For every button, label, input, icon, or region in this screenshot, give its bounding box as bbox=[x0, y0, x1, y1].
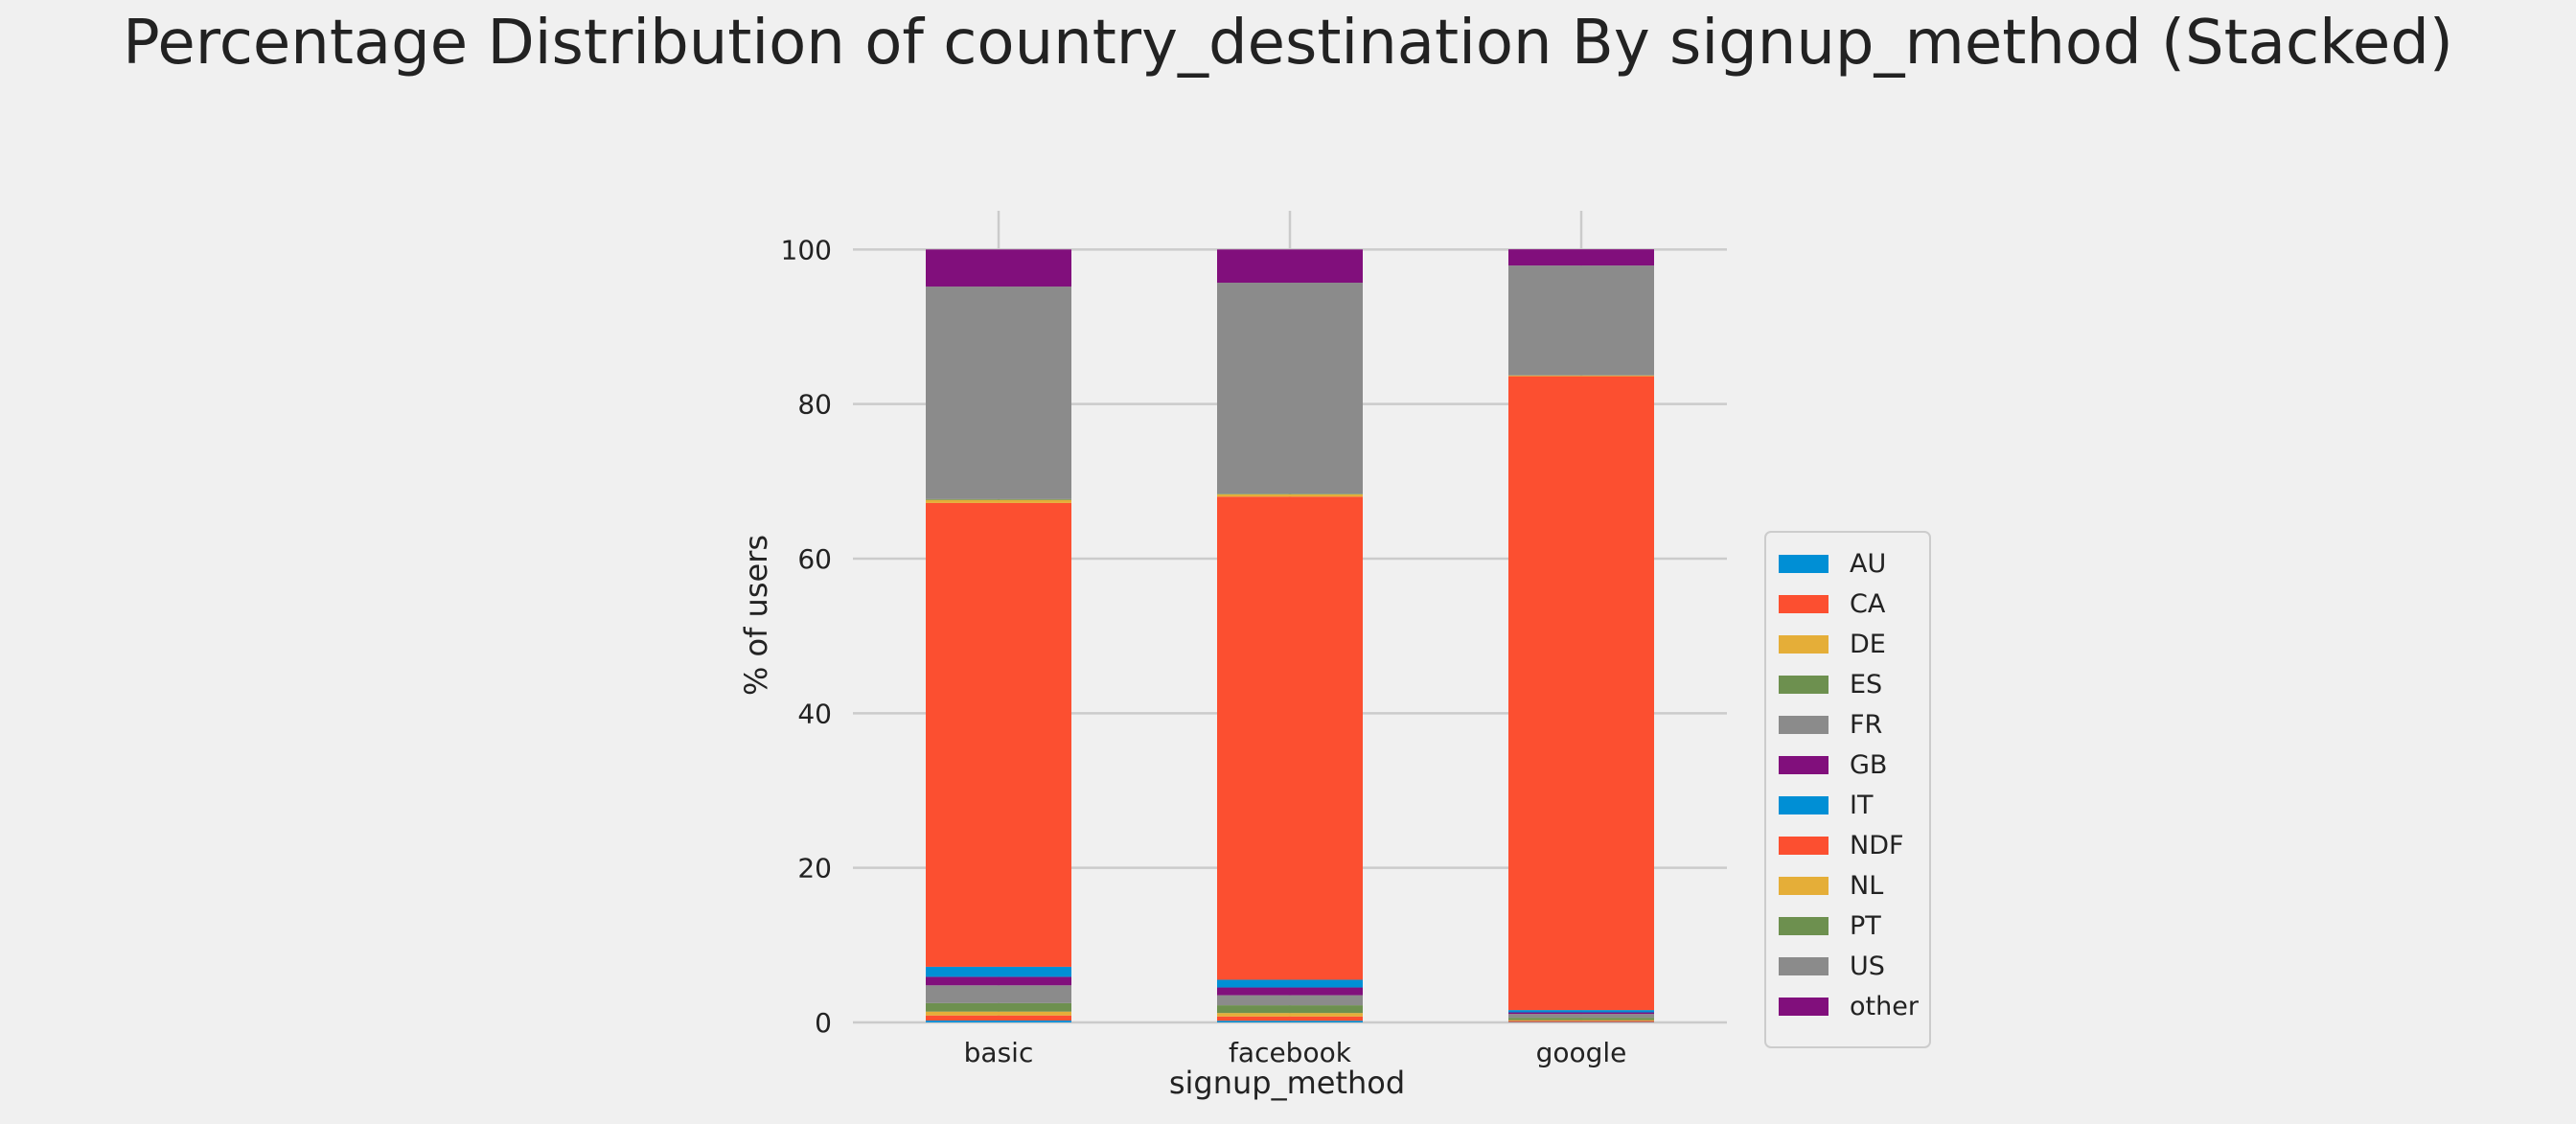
bar-segment-facebook-PT bbox=[1217, 493, 1363, 494]
legend-label: DE bbox=[1850, 630, 1886, 659]
bar-segment-basic-DE bbox=[926, 1012, 1071, 1016]
bar-segment-basic-IT bbox=[926, 967, 1071, 976]
bar-segment-google-NDF bbox=[1508, 377, 1654, 1010]
y-tick-label: 80 bbox=[797, 389, 832, 421]
legend-swatch-FR bbox=[1779, 716, 1828, 734]
x-tick-label: google bbox=[1536, 1037, 1627, 1068]
y-tick-label: 0 bbox=[815, 1007, 832, 1039]
legend-swatch-PT bbox=[1779, 917, 1828, 935]
legend-label: FR bbox=[1850, 710, 1882, 740]
legend-swatch-IT bbox=[1779, 796, 1828, 814]
bar-segment-facebook-FR bbox=[1217, 996, 1363, 1005]
bar-segment-facebook-DE bbox=[1217, 1013, 1363, 1017]
legend-swatch-ES bbox=[1779, 676, 1828, 694]
bar-segment-basic-ES bbox=[926, 1003, 1071, 1012]
bar-segment-basic-AU bbox=[926, 1021, 1071, 1022]
y-tick-label: 60 bbox=[797, 543, 832, 575]
legend-label: NDF bbox=[1850, 831, 1904, 860]
legend: AU CA DE ES FR GB IT NDF NL PT US other bbox=[1765, 532, 1930, 1047]
legend-label: ES bbox=[1850, 670, 1882, 700]
legend-label: US bbox=[1850, 952, 1885, 981]
bar-segment-facebook-NL bbox=[1217, 494, 1363, 496]
bar-segment-facebook-other bbox=[1217, 249, 1363, 283]
bar-segment-basic-FR bbox=[926, 985, 1071, 1003]
bar-segment-facebook-IT bbox=[1217, 979, 1363, 987]
legend-swatch-GB bbox=[1779, 756, 1828, 774]
legend-label: GB bbox=[1850, 750, 1887, 780]
bar-segment-basic-PT bbox=[926, 499, 1071, 500]
bar-segment-basic-US bbox=[926, 287, 1071, 499]
bar-segment-facebook-US bbox=[1217, 283, 1363, 493]
bar-segment-google-other bbox=[1508, 249, 1654, 265]
legend-label: other bbox=[1850, 992, 1920, 1021]
chart-title: Percentage Distribution of country_desti… bbox=[123, 8, 2453, 79]
bar-segment-facebook-ES bbox=[1217, 1005, 1363, 1013]
bar-segment-basic-GB bbox=[926, 976, 1071, 985]
legend-swatch-DE bbox=[1779, 635, 1828, 654]
y-tick-label: 20 bbox=[797, 853, 832, 884]
bar-segment-google-GB bbox=[1508, 1013, 1654, 1015]
bar-segment-basic-NDF bbox=[926, 503, 1071, 967]
y-axis-label: % of users bbox=[738, 535, 774, 696]
bar-segment-facebook-GB bbox=[1217, 988, 1363, 996]
legend-label: IT bbox=[1850, 791, 1874, 820]
bar-segment-basic-NL bbox=[926, 500, 1071, 503]
legend-swatch-US bbox=[1779, 957, 1828, 975]
bar-segment-facebook-NDF bbox=[1217, 496, 1363, 979]
legend-label: NL bbox=[1850, 871, 1883, 901]
bar-layer bbox=[926, 249, 1654, 1022]
legend-swatch-CA bbox=[1779, 595, 1828, 613]
bar-segment-google-ES bbox=[1508, 1018, 1654, 1020]
y-tick-label: 40 bbox=[797, 698, 832, 729]
bar-segment-google-NL bbox=[1508, 376, 1654, 377]
bar-segment-google-US bbox=[1508, 265, 1654, 376]
legend-swatch-AU bbox=[1779, 555, 1828, 573]
bar-segment-facebook-CA bbox=[1217, 1017, 1363, 1021]
x-axis-label: signup_method bbox=[1169, 1065, 1405, 1101]
x-tick-label: basic bbox=[964, 1037, 1034, 1068]
legend-label: CA bbox=[1850, 589, 1886, 619]
bar-segment-google-FR bbox=[1508, 1014, 1654, 1018]
legend-swatch-other bbox=[1779, 998, 1828, 1016]
y-tick-label: 100 bbox=[781, 234, 832, 265]
legend-swatch-NL bbox=[1779, 877, 1828, 895]
bar-segment-google-IT bbox=[1508, 1010, 1654, 1012]
bar-segment-basic-other bbox=[926, 249, 1071, 287]
bar-segment-basic-CA bbox=[926, 1016, 1071, 1021]
legend-label: AU bbox=[1850, 549, 1886, 579]
bar-segment-facebook-AU bbox=[1217, 1021, 1363, 1022]
legend-label: PT bbox=[1850, 911, 1881, 941]
legend-swatch-NDF bbox=[1779, 837, 1828, 855]
